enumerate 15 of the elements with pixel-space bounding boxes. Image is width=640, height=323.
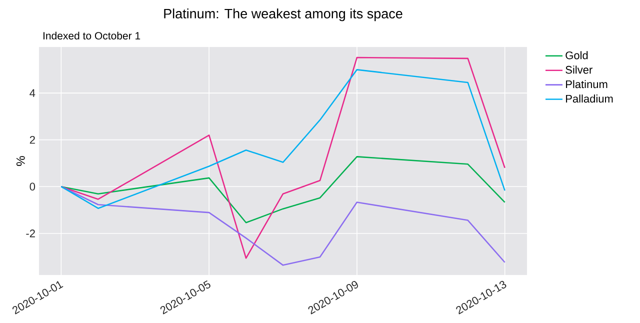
y-tick-label: -2	[26, 230, 35, 238]
line-series	[60, 69, 506, 209]
y-tick-label: 0	[30, 182, 36, 190]
line-series	[60, 186, 506, 266]
y-axis-title: %	[16, 156, 25, 166]
chart-subtitle: Indexed to October 1	[43, 32, 140, 40]
y-tick-label: 2	[30, 136, 35, 144]
y-tick-label: 4	[30, 89, 36, 97]
line-series	[60, 56, 506, 259]
legend-label: Gold	[566, 51, 588, 60]
chart-title: Platinum: The weakest among its space	[164, 8, 402, 22]
legend-label: Silver	[566, 66, 592, 74]
line-series	[60, 156, 506, 224]
legend-label: Platinum	[566, 80, 608, 88]
legend-label: Palladium	[566, 94, 613, 103]
